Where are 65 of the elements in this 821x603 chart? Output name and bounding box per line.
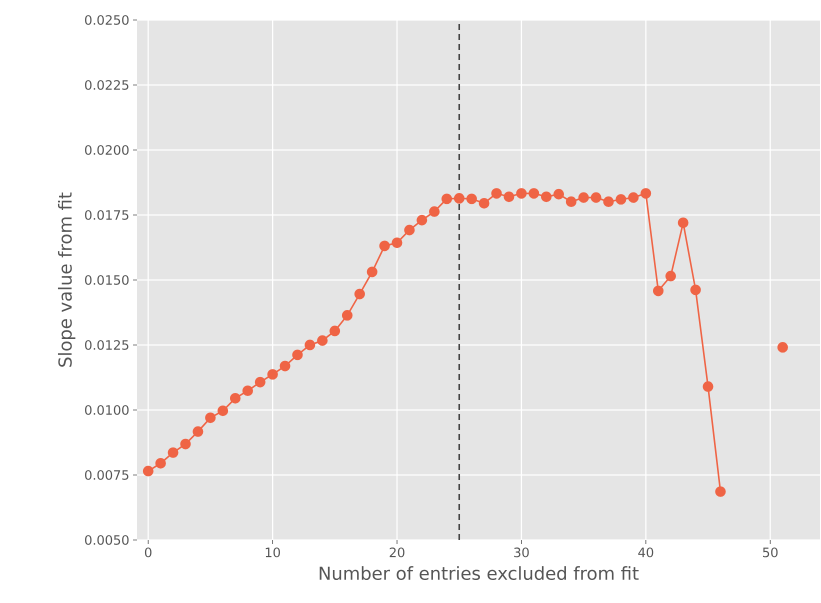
point [342,310,353,321]
point [304,340,316,350]
point [690,284,701,296]
point [441,194,452,204]
point [528,188,540,199]
point [366,266,378,278]
point [230,392,241,404]
point [652,286,664,296]
point [317,335,328,346]
x-tick-label: 40 [638,548,654,558]
x-tick-label: 10 [266,548,280,558]
y-tick-label: 0.0050 [85,535,129,545]
point [267,369,278,380]
point [702,381,714,392]
y-tick-label: 0.0150 [85,275,129,285]
point [416,214,428,226]
point [777,342,788,353]
point [516,188,527,199]
x-axis-title: Number of entries excluded from fit [320,566,639,580]
point [142,466,154,476]
point [541,191,552,202]
point [603,196,614,208]
x-tick-label: 30 [514,548,529,558]
point [566,196,576,208]
x-tick-label: 0 [144,548,152,558]
point [354,288,365,300]
point [454,193,465,204]
point [242,385,254,396]
x-tick-label: 50 [763,548,778,558]
point [280,360,290,372]
point [155,458,166,469]
point [205,412,216,424]
point [504,191,514,202]
point [578,192,589,203]
point [491,188,502,199]
point [218,405,228,416]
y-tick-label: 0.0225 [85,80,128,90]
point [665,270,676,282]
point [616,194,626,205]
x-tick-label: 20 [390,548,404,558]
point [590,192,602,203]
y-tick-label: 0.0075 [85,470,128,480]
y-tick-label: 0.0125 [85,340,128,350]
point [640,188,652,199]
point [429,206,440,217]
point [404,224,415,236]
point [628,192,639,203]
point [379,240,390,252]
point [292,350,303,360]
point [678,217,688,228]
point [553,188,564,200]
point [254,376,266,388]
point [168,447,178,458]
y-tick-label: 0.0100 [85,405,129,415]
point [192,426,204,437]
point [715,486,726,497]
point [466,194,477,204]
y-tick-label: 0.0200 [85,145,129,155]
y-axis-title: Slope value from fit [58,192,76,367]
point [478,198,490,209]
point [330,326,340,336]
y-tick-label: 0.0175 [85,210,128,220]
y-tick-label: 0.0250 [85,15,129,25]
point [180,438,191,450]
point [392,238,402,248]
